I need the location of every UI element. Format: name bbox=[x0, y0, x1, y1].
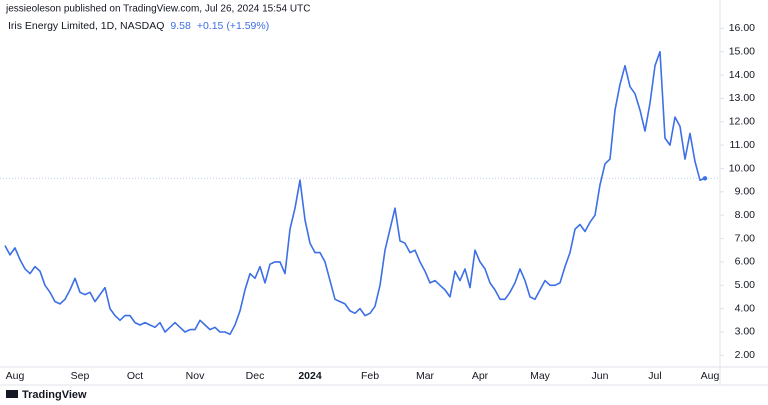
y-tick-label: 2.00 bbox=[735, 349, 756, 361]
logo-icon bbox=[6, 390, 18, 398]
y-tick-label: 11.00 bbox=[730, 139, 756, 151]
y-tick-label: 4.00 bbox=[735, 302, 756, 314]
x-tick-label: May bbox=[530, 370, 551, 382]
y-tick-label: 16.00 bbox=[729, 22, 755, 34]
publish-note: jessieoleson published on TradingView.co… bbox=[5, 4, 310, 15]
logo bbox=[6, 390, 18, 398]
x-tick-label: Aug bbox=[6, 370, 25, 382]
y-tick-label: 5.00 bbox=[735, 279, 756, 291]
x-tick-label: 2024 bbox=[298, 370, 322, 382]
y-tick-label: 14.00 bbox=[729, 69, 755, 81]
x-tick-label: Nov bbox=[186, 370, 205, 382]
price-line bbox=[4, 50, 706, 336]
x-tick-label: Feb bbox=[361, 370, 379, 382]
y-tick-label: 8.00 bbox=[735, 209, 756, 221]
y-tick-label: 15.00 bbox=[729, 45, 755, 57]
y-tick-label: 6.00 bbox=[735, 256, 756, 268]
y-tick-label: 7.00 bbox=[735, 232, 756, 244]
y-tick-label: 9.00 bbox=[735, 186, 756, 198]
x-tick-label: Jul bbox=[648, 370, 661, 382]
y-tick-label: 3.00 bbox=[735, 326, 756, 338]
x-tick-label: Sep bbox=[71, 370, 90, 382]
x-tick-label: Dec bbox=[246, 370, 265, 382]
price-change: +0.15 (+1.59%) bbox=[197, 20, 269, 32]
brand: TradingView bbox=[22, 389, 87, 401]
last-point bbox=[702, 176, 708, 181]
y-tick-label: 10.00 bbox=[729, 162, 755, 174]
last-price: 9.58 bbox=[170, 20, 191, 32]
y-tick-label: 13.00 bbox=[729, 92, 755, 104]
chart-title: Iris Energy Limited, 1D, NASDAQ bbox=[8, 20, 164, 32]
x-tick-label: Apr bbox=[472, 370, 489, 382]
x-tick-label: Jun bbox=[592, 370, 609, 382]
x-tick-label: Aug bbox=[701, 370, 720, 382]
y-tick-label: 12.00 bbox=[729, 116, 755, 128]
x-tick-label: Mar bbox=[416, 370, 435, 382]
x-tick-label: Oct bbox=[127, 370, 143, 382]
